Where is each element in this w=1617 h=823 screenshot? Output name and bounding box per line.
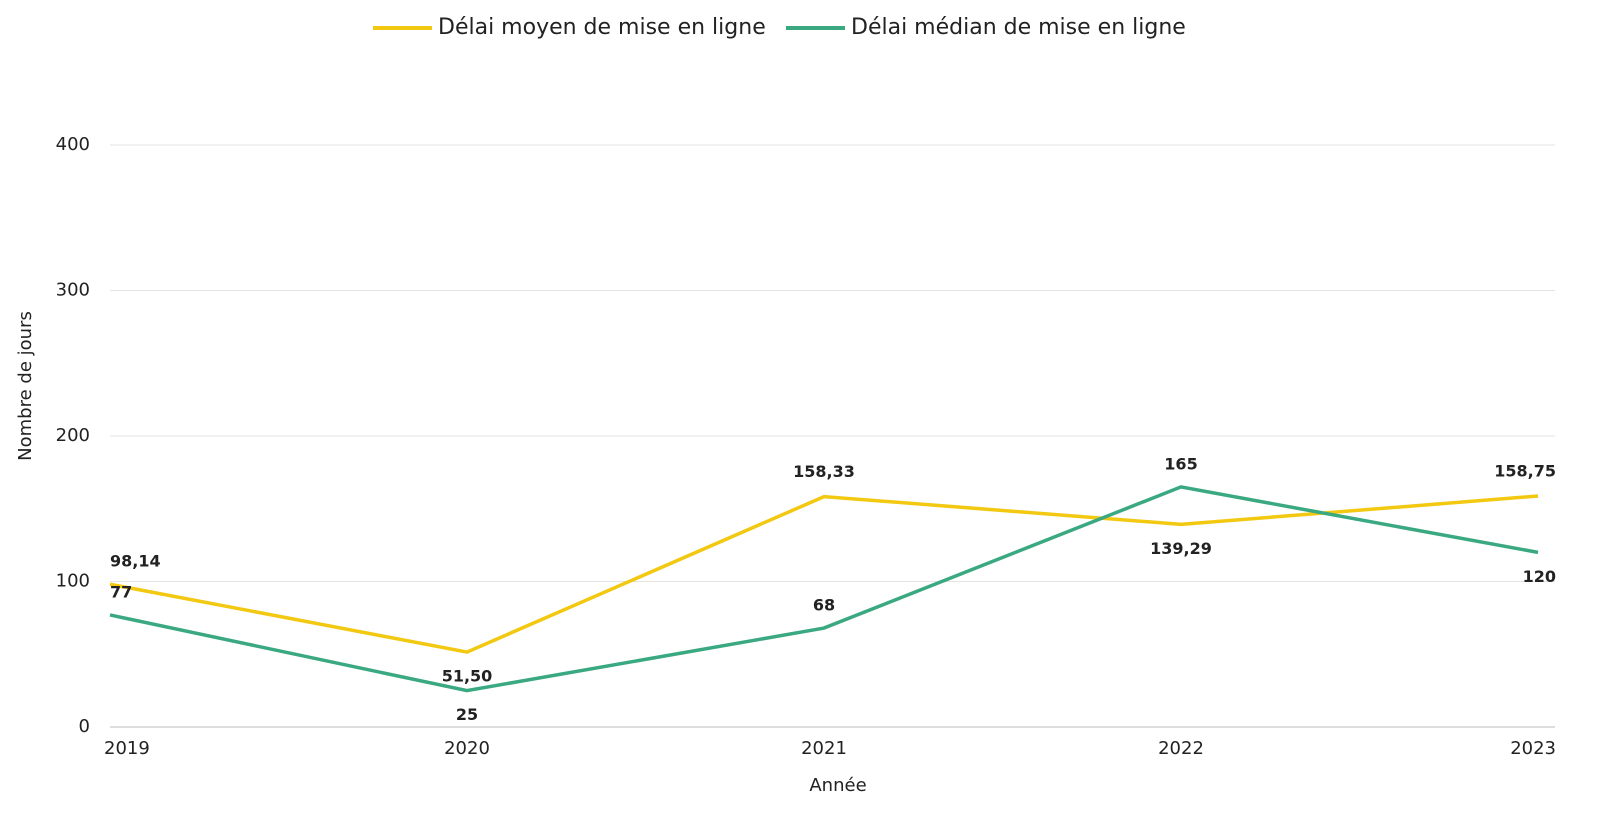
series-line bbox=[109, 485, 1539, 693]
x-tick-label: 2020 bbox=[444, 738, 490, 759]
data-label: 51,50 bbox=[442, 667, 493, 686]
series-line bbox=[109, 494, 1539, 654]
x-tick-label: 2021 bbox=[801, 738, 847, 759]
data-label: 77 bbox=[110, 582, 132, 601]
data-label: 139,29 bbox=[1150, 539, 1212, 558]
y-tick-label: 200 bbox=[56, 425, 90, 446]
x-tick-label: 2023 bbox=[1510, 738, 1556, 759]
x-tick-label: 2019 bbox=[104, 738, 150, 759]
y-tick-label: 100 bbox=[56, 571, 90, 592]
legend-label: Délai moyen de mise en ligne bbox=[438, 15, 766, 40]
data-label: 120 bbox=[1523, 567, 1556, 586]
y-tick-label: 0 bbox=[79, 716, 90, 737]
x-tick-label: 2022 bbox=[1158, 738, 1204, 759]
data-label: 158,33 bbox=[793, 462, 855, 481]
data-label: 68 bbox=[813, 596, 835, 615]
data-label: 158,75 bbox=[1494, 462, 1556, 481]
y-tick-label: 400 bbox=[56, 134, 90, 155]
data-label: 165 bbox=[1164, 454, 1197, 473]
x-axis-label: Année bbox=[809, 775, 866, 796]
data-label: 98,14 bbox=[110, 552, 161, 571]
legend-label: Délai médian de mise en ligne bbox=[851, 15, 1186, 40]
y-tick-label: 300 bbox=[56, 280, 90, 301]
data-label: 25 bbox=[456, 705, 478, 724]
y-axis-label: Nombre de jours bbox=[15, 311, 36, 461]
